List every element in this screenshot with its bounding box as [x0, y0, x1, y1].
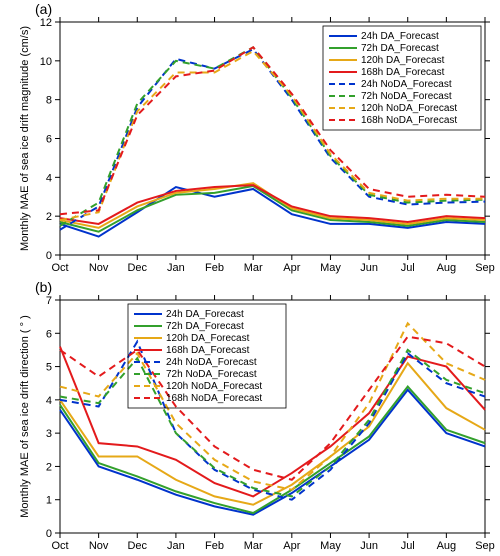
legend-label: 120h DA_Forecast — [166, 333, 250, 344]
x-tick-label: Jun — [360, 540, 378, 552]
y-tick-label: 2 — [46, 461, 52, 473]
legend-label: 120h NoDA_Forecast — [166, 381, 262, 392]
legend-label: 120h DA_Forecast — [361, 55, 445, 66]
x-tick-label: Jan — [167, 262, 185, 274]
x-tick-label: Mar — [244, 540, 263, 552]
y-tick-label: 6 — [46, 328, 52, 340]
x-tick-label: Feb — [205, 540, 224, 552]
y-tick-label: 12 — [40, 17, 52, 29]
x-tick-label: Jul — [401, 540, 415, 552]
y-axis-title: Monthly MAE of sea ice drift magnitude (… — [19, 26, 31, 251]
y-tick-label: 1 — [46, 495, 52, 507]
legend-label: 24h DA_Forecast — [361, 31, 439, 42]
x-tick-label: Oct — [51, 262, 68, 274]
y-tick-label: 5 — [46, 362, 52, 374]
x-tick-label: Dec — [127, 540, 147, 552]
legend-label: 168h DA_Forecast — [166, 345, 250, 356]
x-tick-label: Oct — [51, 540, 68, 552]
x-tick-label: Aug — [437, 262, 457, 274]
x-tick-label: Apr — [283, 540, 300, 552]
y-tick-label: 8 — [46, 95, 52, 107]
legend-label: 72h DA_Forecast — [361, 43, 439, 54]
y-tick-label: 0 — [46, 250, 52, 262]
panel-label: (a) — [35, 1, 52, 17]
x-tick-label: Mar — [244, 262, 263, 274]
x-tick-label: Sep — [475, 540, 495, 552]
x-tick-label: Feb — [205, 262, 224, 274]
legend-label: 72h NoDA_Forecast — [361, 91, 452, 102]
chart-a-svg: 0 2 4 6 8 10 12 Oct Nov Dec Jan Feb Mar Apr May Jun Jul A… — [0, 0, 500, 278]
x-tick-label: Apr — [283, 262, 300, 274]
legend-label: 168h NoDA_Forecast — [361, 115, 457, 126]
panel-label: (b) — [35, 279, 52, 295]
y-tick-label: 10 — [40, 56, 52, 68]
x-tick-label: Jul — [401, 262, 415, 274]
y-tick-label: 4 — [46, 172, 52, 184]
x-tick-label: Aug — [437, 540, 457, 552]
legend-label: 24h DA_Forecast — [166, 309, 244, 320]
legend-label: 168h DA_Forecast — [361, 67, 445, 78]
legend-label: 24h NoDA_Forecast — [361, 79, 452, 90]
y-tick-label: 7 — [46, 295, 52, 307]
x-tick-label: Jun — [360, 262, 378, 274]
panel-b: 0 1 2 3 4 5 6 7 Oct Nov Dec Jan Feb Mar Apr May Jun Jul Au… — [0, 278, 500, 556]
x-tick-label: Sep — [475, 262, 495, 274]
legend-label: 24h NoDA_Forecast — [166, 357, 257, 368]
y-tick-label: 3 — [46, 428, 52, 440]
y-tick-label: 2 — [46, 211, 52, 223]
x-tick-label: Nov — [89, 262, 109, 274]
y-tick-label: 4 — [46, 395, 52, 407]
x-tick-label: Nov — [89, 540, 109, 552]
y-tick-label: 0 — [46, 528, 52, 540]
x-tick-label: Jan — [167, 540, 185, 552]
x-tick-label: May — [320, 262, 341, 274]
chart-b-svg: 0 1 2 3 4 5 6 7 Oct Nov Dec Jan Feb Mar Apr May Jun Jul Au… — [0, 278, 500, 556]
y-axis-title: Monthly MAE of sea ice drift direction (… — [19, 315, 31, 517]
plot-area — [60, 300, 485, 533]
legend-label: 72h DA_Forecast — [166, 321, 244, 332]
legend-label: 72h NoDA_Forecast — [166, 369, 257, 380]
legend-label: 168h NoDA_Forecast — [166, 393, 262, 404]
x-tick-label: May — [320, 540, 341, 552]
legend-label: 120h NoDA_Forecast — [361, 103, 457, 114]
panel-a: 0 2 4 6 8 10 12 Oct Nov Dec Jan Feb Mar Apr May Jun Jul A… — [0, 0, 500, 278]
y-tick-label: 6 — [46, 134, 52, 146]
x-tick-label: Dec — [127, 262, 147, 274]
